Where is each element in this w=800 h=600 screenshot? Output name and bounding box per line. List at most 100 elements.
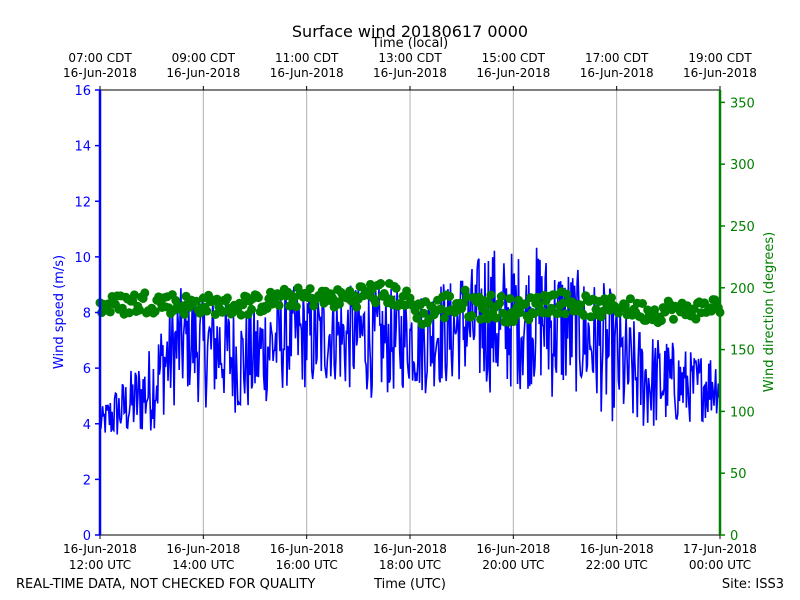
right-axis-ticks: 0 50 100 150 200 250 300 350 (720, 96, 755, 544)
wind-direction-point (607, 293, 616, 303)
bottom-tick-label: 14:00 UTC (172, 558, 234, 572)
right-tick-label: 300 (730, 158, 755, 173)
wind-direction-point (274, 300, 284, 310)
wind-direction-point (515, 308, 525, 317)
top-tick-label: 16-Jun-2018 (63, 66, 137, 80)
wind-direction-point (124, 308, 134, 318)
wind-direction-point (505, 294, 515, 304)
wind-direction-point (129, 290, 139, 300)
wind-direction-series (95, 279, 725, 329)
bottom-tick-label: 16-Jun-2018 (476, 542, 550, 556)
wind-direction-point (376, 279, 386, 288)
wind-direction-point (579, 311, 589, 320)
bottom-tick-label: 16:00 UTC (276, 558, 338, 572)
bottom-tick-label: 16-Jun-2018 (373, 542, 447, 556)
left-axis-ticks: 0 2 4 6 8 10 12 14 16 (74, 84, 100, 544)
left-axis-label: Wind speed (m/s) (52, 255, 67, 369)
left-tick-label: 4 (83, 418, 91, 433)
bottom-tick-label: 16-Jun-2018 (270, 542, 344, 556)
right-axis-label: Wind direction (degrees) (762, 232, 777, 392)
wind-direction-point (524, 315, 534, 325)
wind-direction-point (266, 287, 275, 297)
wind-direction-point (526, 293, 536, 303)
wind-direction-point (191, 296, 201, 306)
wind-direction-point (638, 299, 647, 308)
left-tick-label: 0 (83, 529, 91, 544)
bottom-tick-label: 00:00 UTC (689, 558, 751, 572)
bottom-tick-label: 17-Jun-2018 (683, 542, 757, 556)
left-tick-label: 8 (83, 307, 91, 322)
wind-direction-point (212, 294, 222, 304)
wind-direction-point (253, 293, 263, 303)
right-tick-label: 150 (730, 344, 755, 359)
wind-direction-point (402, 286, 412, 296)
wind-direction-point (436, 304, 446, 314)
wind-direction-point (238, 300, 248, 310)
wind-direction-point (247, 304, 257, 314)
bottom-tick-label: 12:00 UTC (69, 558, 131, 572)
left-tick-label: 16 (74, 84, 91, 99)
wind-direction-point (625, 294, 635, 304)
right-tick-label: 100 (730, 405, 755, 420)
wind-direction-point (481, 307, 491, 317)
site-label: Site: ISS3 (722, 577, 784, 592)
wind-direction-point (550, 290, 560, 300)
top-tick-label: 16-Jun-2018 (270, 66, 344, 80)
top-tick-label: 16-Jun-2018 (373, 66, 447, 80)
bottom-tick-label: 16-Jun-2018 (580, 542, 654, 556)
wind-direction-point (222, 293, 232, 303)
wind-direction-point (105, 307, 115, 317)
wind-direction-point (291, 302, 301, 312)
top-tick-label: 11:00 CDT (275, 51, 339, 65)
wind-direction-point (391, 283, 401, 293)
top-tick-label: 16-Jun-2018 (166, 66, 240, 80)
top-tick-label: 09:00 CDT (172, 51, 236, 65)
wind-direction-point (334, 299, 344, 309)
wind-direction-point (135, 305, 145, 315)
wind-direction-point (576, 300, 585, 310)
top-tick-label: 19:00 CDT (688, 51, 752, 65)
wind-direction-point (656, 316, 666, 326)
wind-direction-point (496, 292, 506, 301)
wind-direction-point (352, 302, 362, 312)
wind-direction-point (586, 312, 596, 322)
bottom-tick-label: 18:00 UTC (379, 558, 441, 572)
quality-notice: REAL-TIME DATA, NOT CHECKED FOR QUALITY (16, 577, 315, 592)
left-tick-label: 10 (74, 251, 91, 266)
bottom-tick-label: 22:00 UTC (586, 558, 648, 572)
wind-direction-point (371, 298, 381, 308)
bottom-tick-label: 20:00 UTC (482, 558, 544, 572)
wind-direction-point (486, 290, 496, 300)
wind-direction-point (476, 314, 486, 324)
right-tick-label: 250 (730, 220, 755, 235)
bottom-tick-label: 16-Jun-2018 (166, 542, 240, 556)
top-axis-label: Time (local) (371, 36, 448, 51)
top-tick-label: 16-Jun-2018 (580, 66, 654, 80)
wind-direction-point (706, 306, 716, 316)
wind-direction-point (669, 314, 678, 324)
top-tick-label: 15:00 CDT (482, 51, 546, 65)
wind-direction-point (439, 313, 449, 323)
wind-direction-point (529, 309, 539, 319)
wind-direction-point (419, 308, 429, 318)
bottom-tick-label: 16-Jun-2018 (63, 542, 137, 556)
left-tick-label: 12 (74, 195, 91, 210)
right-tick-label: 50 (730, 467, 747, 482)
right-tick-label: 200 (730, 282, 755, 297)
wind-direction-point (562, 289, 572, 299)
wind-direction-point (598, 306, 608, 316)
top-tick-label: 07:00 CDT (68, 51, 132, 65)
wind-direction-point (691, 314, 701, 324)
wind-direction-point (460, 285, 470, 295)
wind-direction-point (553, 308, 563, 318)
bottom-axis-label: Time (UTC) (373, 577, 446, 592)
wind-direction-point (532, 292, 542, 302)
wind-direction-point (410, 306, 420, 316)
top-tick-label: 16-Jun-2018 (476, 66, 550, 80)
right-tick-label: 350 (730, 96, 755, 111)
wind-direction-point (150, 307, 160, 317)
top-tick-label: 17:00 CDT (585, 51, 649, 65)
chart-title: Surface wind 20180617 0000 (292, 22, 528, 41)
top-tick-label: 13:00 CDT (378, 51, 442, 65)
